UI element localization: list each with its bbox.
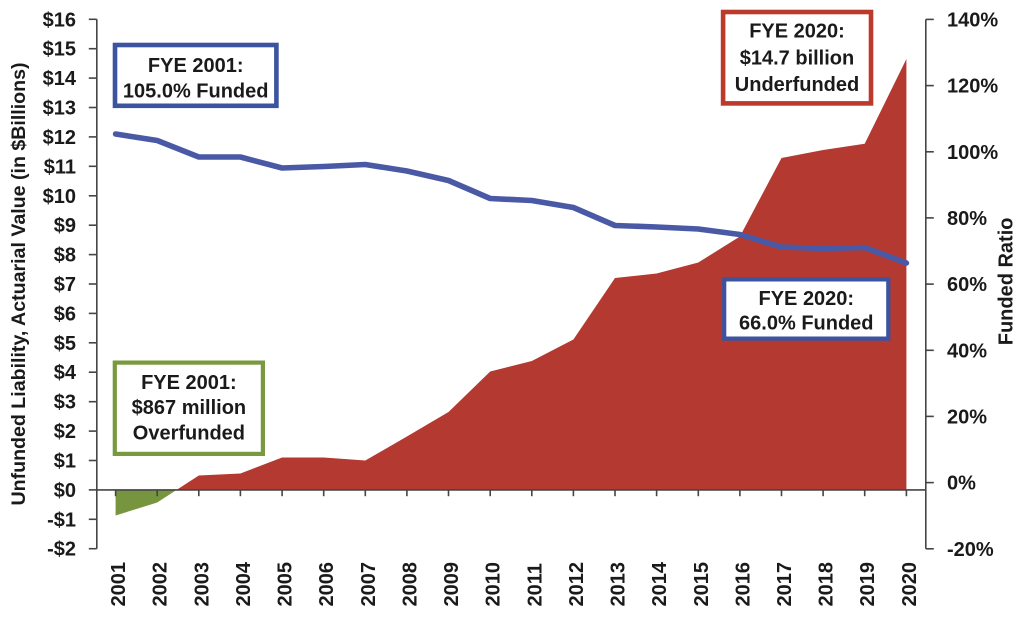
- svg-text:$4: $4: [54, 362, 77, 384]
- svg-text:-$1: -$1: [47, 509, 76, 531]
- svg-text:Funded Ratio: Funded Ratio: [996, 218, 1018, 346]
- svg-text:20%: 20%: [947, 406, 987, 428]
- svg-text:2020: 2020: [899, 562, 921, 607]
- svg-text:2015: 2015: [691, 562, 713, 607]
- svg-text:$11: $11: [44, 156, 76, 178]
- svg-text:2007: 2007: [358, 562, 380, 607]
- svg-text:$14: $14: [43, 68, 77, 90]
- svg-text:2004: 2004: [233, 561, 255, 606]
- svg-text:-20%: -20%: [947, 539, 994, 561]
- svg-text:$8: $8: [54, 245, 76, 267]
- svg-text:2016: 2016: [732, 562, 754, 607]
- svg-text:2002: 2002: [150, 562, 172, 607]
- svg-text:$9: $9: [54, 215, 76, 237]
- svg-text:$15: $15: [43, 39, 76, 61]
- svg-text:2017: 2017: [774, 562, 796, 607]
- svg-text:2013: 2013: [608, 562, 630, 607]
- svg-text:Underfunded: Underfunded: [735, 74, 859, 96]
- svg-text:2009: 2009: [441, 562, 463, 607]
- svg-text:2010: 2010: [483, 562, 505, 607]
- svg-text:2018: 2018: [816, 562, 838, 607]
- svg-text:$867 million: $867 million: [132, 397, 247, 419]
- svg-text:2006: 2006: [316, 562, 338, 607]
- svg-text:2012: 2012: [566, 562, 588, 607]
- svg-text:40%: 40%: [947, 340, 987, 362]
- svg-text:2019: 2019: [857, 562, 879, 607]
- svg-text:$14.7 billion: $14.7 billion: [740, 47, 854, 69]
- svg-text:FYE 2020:: FYE 2020:: [758, 288, 854, 310]
- svg-text:$1: $1: [54, 451, 76, 473]
- svg-text:$6: $6: [54, 303, 76, 325]
- svg-text:2005: 2005: [275, 562, 297, 607]
- svg-text:66.0% Funded: 66.0% Funded: [739, 313, 873, 335]
- svg-text:105.0% Funded: 105.0% Funded: [123, 80, 269, 102]
- svg-text:$3: $3: [54, 392, 76, 414]
- svg-text:$2: $2: [54, 421, 76, 443]
- svg-text:$5: $5: [54, 333, 76, 355]
- svg-text:140%: 140%: [947, 9, 998, 31]
- svg-text:$10: $10: [43, 186, 76, 208]
- svg-text:80%: 80%: [947, 208, 987, 230]
- svg-text:$13: $13: [43, 98, 76, 120]
- svg-text:$0: $0: [54, 480, 76, 502]
- svg-text:0%: 0%: [947, 473, 976, 495]
- svg-text:2003: 2003: [191, 562, 213, 607]
- svg-text:2014: 2014: [649, 561, 671, 606]
- svg-text:2008: 2008: [399, 562, 421, 607]
- svg-text:FYE 2020:: FYE 2020:: [749, 21, 845, 43]
- svg-text:100%: 100%: [947, 142, 998, 164]
- svg-text:FYE 2001:: FYE 2001:: [148, 55, 244, 77]
- svg-text:2001: 2001: [108, 562, 130, 607]
- svg-text:FYE 2001:: FYE 2001:: [141, 372, 237, 394]
- svg-text:120%: 120%: [947, 76, 998, 98]
- svg-text:$12: $12: [43, 127, 76, 149]
- svg-text:Unfunded Liability, Actuarial: Unfunded Liability, Actuarial Value (in …: [8, 62, 30, 505]
- svg-text:$16: $16: [43, 9, 76, 31]
- svg-text:$7: $7: [54, 274, 76, 296]
- svg-text:-$2: -$2: [47, 539, 76, 561]
- svg-text:Overfunded: Overfunded: [133, 423, 245, 445]
- svg-text:60%: 60%: [947, 274, 987, 296]
- svg-text:2011: 2011: [524, 563, 546, 606]
